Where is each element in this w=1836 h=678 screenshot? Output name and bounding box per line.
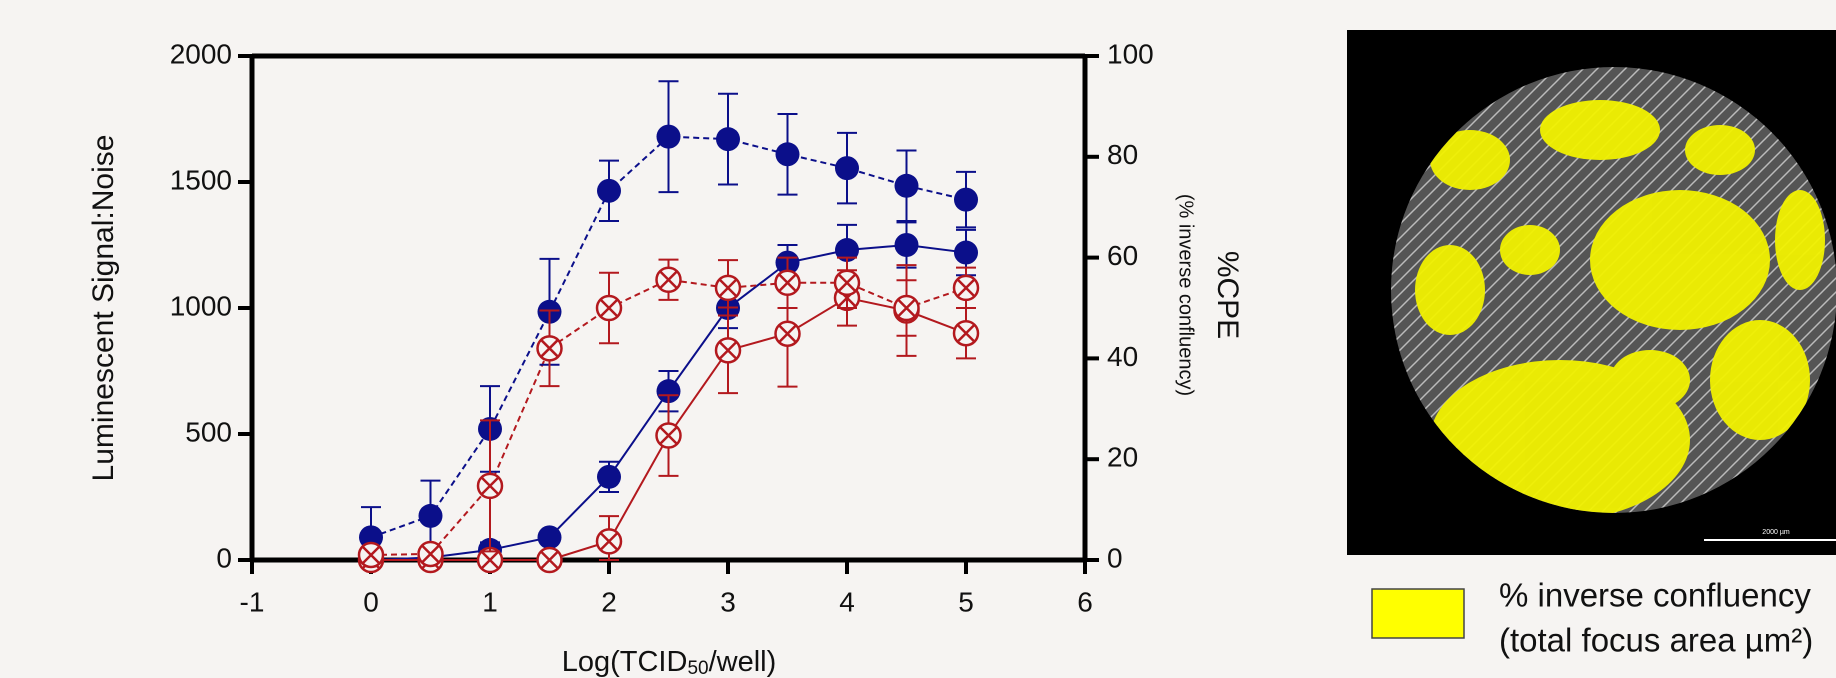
marker: [893, 294, 920, 322]
y-tick-label: 1500: [170, 164, 232, 195]
marker: [714, 274, 742, 302]
marker: [775, 142, 800, 167]
marker: [597, 178, 621, 203]
marker: [537, 525, 562, 550]
marker: [716, 127, 740, 152]
marker: [597, 464, 621, 489]
y2-tick-label: 0: [1107, 542, 1123, 573]
y2-tick-label: 80: [1107, 139, 1138, 170]
marker: [714, 337, 742, 364]
scale-label: 2000 µm: [1762, 529, 1790, 536]
y2-tick-label: 100: [1107, 38, 1154, 69]
legend-text: (total focus area µm²): [1499, 622, 1813, 659]
marker: [954, 240, 978, 265]
y2-axis-label: %CPE: [1211, 251, 1244, 339]
legend-swatch: [1371, 588, 1465, 639]
y2-tick-label: 60: [1107, 240, 1138, 271]
marker: [656, 124, 681, 149]
marker: [476, 472, 504, 500]
marker: [894, 233, 919, 257]
marker: [833, 269, 861, 297]
legend-text: % inverse confluency: [1499, 577, 1811, 614]
marker: [417, 540, 444, 568]
marker: [894, 173, 919, 198]
marker: [774, 269, 801, 297]
marker: [774, 320, 801, 347]
marker: [952, 319, 980, 347]
marker: [595, 528, 623, 555]
y2-tick-label: 40: [1107, 341, 1138, 372]
x-tick-label: 6: [1077, 586, 1093, 617]
marker: [595, 294, 623, 322]
y-axis-label: Luminescent Signal:Noise: [87, 135, 120, 482]
marker: [476, 546, 504, 574]
x-tick-label: 0: [363, 586, 379, 617]
marker: [357, 541, 385, 569]
x-tick-label: 4: [839, 586, 855, 617]
x-tick-label: 3: [720, 586, 736, 617]
marker: [536, 546, 563, 574]
y-tick-label: 500: [185, 416, 232, 447]
x-tick-label: 2: [601, 586, 617, 617]
marker: [418, 503, 443, 528]
micrograph: 2000 µm: [1347, 30, 1836, 555]
marker: [835, 156, 859, 181]
marker: [655, 266, 682, 294]
y-tick-label: 0: [216, 542, 232, 573]
series-line: [370, 135, 967, 539]
marker: [835, 238, 859, 263]
y2-axis-sublabel: (% inverse confluency): [1175, 194, 1197, 396]
marker: [655, 422, 682, 449]
marker: [656, 379, 681, 404]
x-tick-label: -1: [240, 586, 265, 617]
x-tick-label: 1: [482, 586, 498, 617]
x-axis-label: Log(TCID50/well): [562, 646, 777, 678]
x-tick-label: 5: [958, 586, 974, 617]
y2-tick-label: 20: [1107, 442, 1138, 473]
y-tick-label: 2000: [170, 38, 232, 69]
marker: [954, 187, 978, 212]
y-tick-label: 1000: [170, 290, 232, 321]
marker: [536, 335, 563, 362]
marker: [952, 274, 980, 302]
